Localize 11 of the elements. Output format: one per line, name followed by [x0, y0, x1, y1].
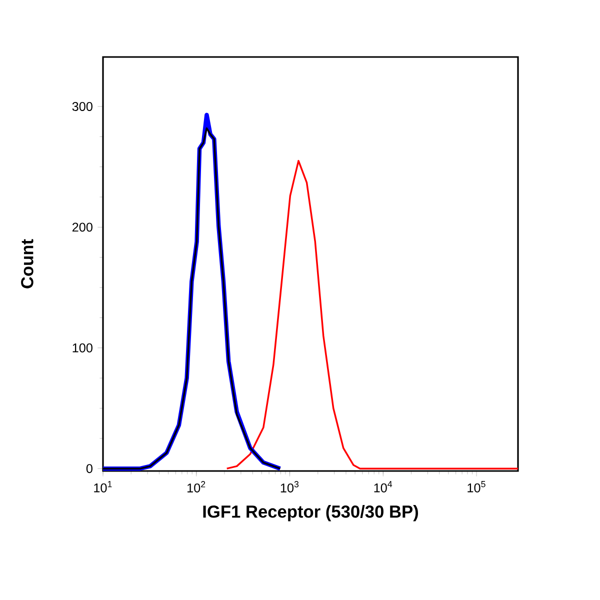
x-tick-label: 10$^{5}$	[468, 481, 486, 492]
y-tick-label: 300	[72, 102, 92, 111]
y-axis-title: Count	[21, 239, 34, 288]
y-tick-label: 0	[86, 464, 92, 474]
y-tick-label: 100	[72, 343, 92, 352]
x-tick-label: 10$^{1}$	[94, 481, 112, 492]
y-tick-label: 200	[72, 222, 92, 232]
x-tick-label: 10$^{3}$	[280, 481, 299, 492]
x-tick-label: 10$^{2}$	[188, 481, 206, 492]
x-tick-label: 10$^{4}$	[374, 481, 392, 492]
x-axis-title: IGF1 Receptor (530/30 BP)	[203, 505, 418, 522]
